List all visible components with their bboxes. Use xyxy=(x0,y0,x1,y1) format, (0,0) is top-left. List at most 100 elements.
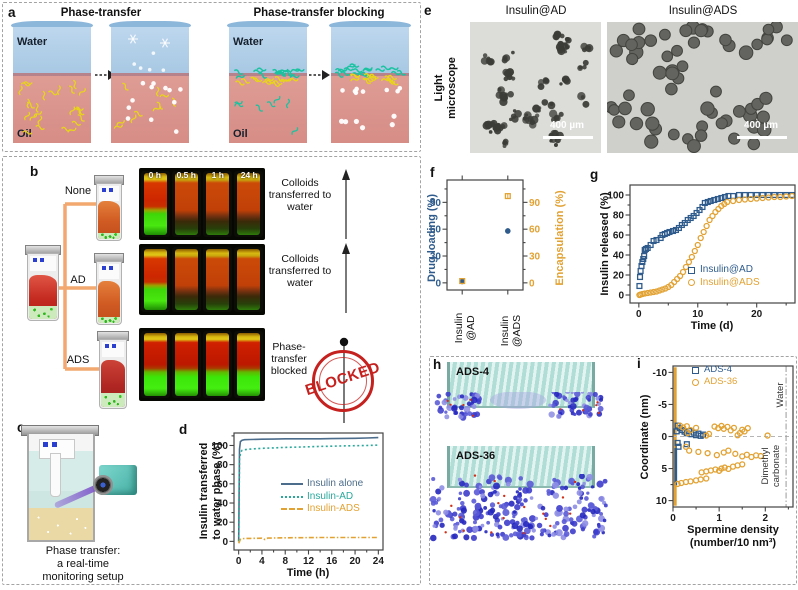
cuvette-photo xyxy=(234,247,263,312)
spermine-molecules-ads36 xyxy=(429,474,608,542)
legend-square-marker xyxy=(688,266,695,274)
svg-text:24: 24 xyxy=(373,556,385,567)
svg-text:2: 2 xyxy=(763,513,769,524)
legend-label: Insulin-ADS xyxy=(307,503,360,515)
svg-text:0: 0 xyxy=(636,309,642,320)
time-label: 24 h xyxy=(240,170,258,180)
i-legend: ADS-4 ADS-36 xyxy=(692,364,737,388)
vial-orange-liquid xyxy=(98,280,120,323)
none-vial xyxy=(94,175,124,241)
g-legend: Insulin@AD Insulin@ADS xyxy=(688,264,760,289)
tank-interface-layer: Water Oil xyxy=(227,21,309,143)
cuvette-photo xyxy=(203,171,232,237)
caption-row3: Phase-transfer blocked xyxy=(270,341,308,378)
oil-label: Oil xyxy=(17,128,32,140)
tank-decoration xyxy=(334,63,406,131)
scalebar xyxy=(737,136,787,139)
legend-label: Insulin alone xyxy=(307,478,364,490)
legend-circle-marker xyxy=(688,279,695,287)
branch-label-ads: ADS xyxy=(66,354,90,366)
vial-green-colloids xyxy=(29,305,57,319)
svg-text:30: 30 xyxy=(529,252,541,263)
d-legend: Insulin alone Insulin-AD Insulin-ADS xyxy=(281,478,363,516)
tank-interface-blocked xyxy=(329,21,411,143)
chart-svg-g: 0 10 20 0 20 40 60 80 100 xyxy=(607,184,796,320)
vial-orange-liquid xyxy=(98,200,120,239)
legend-square-marker xyxy=(692,366,699,374)
svg-text:10: 10 xyxy=(656,496,668,507)
panel-b-label: b xyxy=(30,164,39,179)
svg-text:16: 16 xyxy=(326,556,338,567)
panel-d-label: d xyxy=(179,422,188,437)
vial-green-colloids xyxy=(98,316,120,323)
svg-text:20: 20 xyxy=(751,309,763,320)
panel-bcd-box: b None AD ADS xyxy=(2,156,421,585)
tank-decoration xyxy=(233,67,305,135)
svg-text:40: 40 xyxy=(217,499,229,510)
micrograph-insulin-ads xyxy=(607,22,798,153)
chart-svg-d: 0 4 8 12 16 20 24 0 20 40 60 80 100 xyxy=(211,432,385,567)
svg-text:20: 20 xyxy=(613,271,625,282)
svg-text:80: 80 xyxy=(613,211,625,222)
legend-line-solid xyxy=(281,483,303,486)
oil-label: Oil xyxy=(233,128,248,140)
monitoring-cuvette xyxy=(27,434,95,542)
vial-tag xyxy=(30,256,56,271)
photo-strip-ad xyxy=(139,244,265,315)
svg-text:40: 40 xyxy=(613,251,625,262)
spermine-molecules-ads4 xyxy=(434,392,604,421)
svg-text:4: 4 xyxy=(259,556,265,567)
time-label: 0.5 h xyxy=(176,170,196,180)
svg-text:-10: -10 xyxy=(653,368,668,379)
scalebar-label: 400 µm xyxy=(549,120,585,131)
cuvette-photo xyxy=(172,247,201,312)
d-x-axis-label: Time (h) xyxy=(286,567,330,579)
legend-line-dashdot xyxy=(281,508,303,511)
svg-text:60: 60 xyxy=(529,225,541,236)
branch-label-ad: AD xyxy=(70,274,86,286)
chart-svg-f: 0 30 60 90 0 30 60 90 xyxy=(430,175,541,295)
panel-h-label: h xyxy=(433,357,442,372)
legend-label: ADS-36 xyxy=(704,376,738,388)
i-phase-label-dmc: Dimethyl carbonate xyxy=(760,444,782,488)
svg-text:0: 0 xyxy=(670,513,676,524)
panel-hi-box xyxy=(429,356,797,585)
ads4-label: ADS-4 xyxy=(456,366,490,378)
svg-text:60: 60 xyxy=(217,479,229,490)
chart-phase-transfer: 0 4 8 12 16 20 24 0 20 40 60 80 100 xyxy=(189,429,419,581)
water-layer xyxy=(13,27,91,73)
water-surface xyxy=(329,21,411,30)
svg-text:0: 0 xyxy=(435,278,441,289)
svg-text:0: 0 xyxy=(618,291,624,302)
svg-text:90: 90 xyxy=(430,198,442,209)
photo-strip-none: 0 h 0.5 h 1 h 24 h xyxy=(139,168,265,240)
scalebar xyxy=(543,136,593,139)
ad-vial xyxy=(94,253,124,325)
cuvette-photo xyxy=(234,171,263,237)
water-surface xyxy=(109,21,191,30)
chart-loading-encapsulation: 0 30 60 90 0 30 60 90 xyxy=(425,166,571,366)
svg-text:-5: -5 xyxy=(658,400,667,411)
i-x-axis-label: Spermine density (number/10 nm³) xyxy=(687,524,779,550)
cuvette-photo xyxy=(203,247,232,312)
source-vial xyxy=(25,245,61,321)
svg-text:60: 60 xyxy=(613,231,625,242)
cuvette-photo xyxy=(203,331,232,398)
blocked-stamp-circle xyxy=(312,350,374,412)
caption-row1: Colloids transferred to water xyxy=(268,177,332,214)
arrow-up-icon xyxy=(342,243,350,313)
svg-text:30: 30 xyxy=(430,252,442,263)
vial-body xyxy=(27,253,59,321)
panel-e-label: e xyxy=(424,3,432,18)
chart-insulin-release: 0 10 20 0 20 40 60 80 100 xyxy=(594,166,798,346)
water-label: Water xyxy=(17,36,48,48)
photo-strip-ads xyxy=(139,328,265,401)
svg-text:20: 20 xyxy=(350,556,362,567)
svg-text:0: 0 xyxy=(222,537,228,548)
water-layer xyxy=(229,27,307,73)
water-layer xyxy=(331,27,409,73)
tank-transferring xyxy=(109,21,191,143)
cuvette-photo xyxy=(141,331,170,398)
chart-spermine-density: 0 1 2 -10 -5 0 5 10 xyxy=(642,358,798,524)
